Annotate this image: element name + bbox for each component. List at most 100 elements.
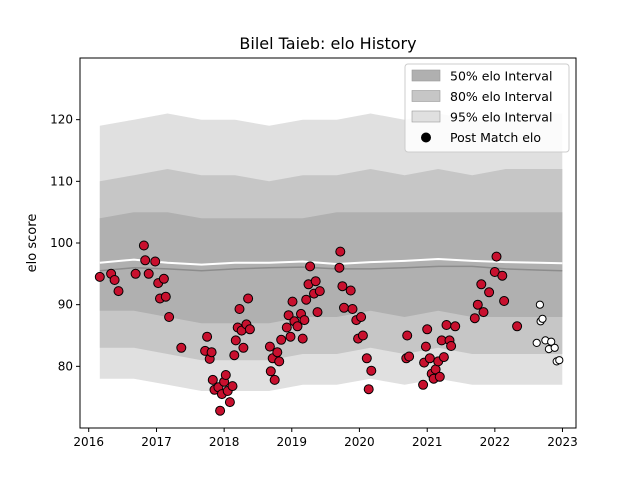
post-match-point: [339, 302, 349, 313]
legend-label: 95% elo Interval: [450, 110, 552, 125]
post-match-point: [418, 379, 429, 390]
post-match-point: [283, 310, 294, 321]
post-match-point: [438, 352, 449, 363]
y-axis-label: elo score: [25, 214, 40, 273]
y-tick-label: 110: [50, 174, 73, 188]
y-tick-label: 120: [50, 113, 73, 127]
post-match-point: [404, 351, 415, 362]
post-match-point: [305, 261, 316, 272]
post-match-point: [285, 331, 296, 342]
recent-point: [535, 300, 545, 309]
post-match-point: [206, 347, 217, 358]
legend-swatch: [411, 90, 441, 102]
post-match-point: [310, 276, 321, 287]
post-match-point: [243, 293, 254, 304]
post-match-point: [164, 312, 175, 322]
interval-bands: [99, 113, 563, 391]
post-match-point: [402, 330, 413, 341]
post-match-point: [207, 374, 218, 385]
post-match-point: [265, 366, 276, 377]
post-match-point: [220, 370, 231, 380]
post-match-point: [264, 341, 275, 352]
recent-point: [547, 337, 556, 346]
post-match-point: [224, 397, 235, 408]
post-match-point: [357, 330, 368, 341]
x-tick-label: 2019: [277, 435, 308, 449]
post-match-point: [143, 268, 154, 279]
post-match-point: [215, 405, 226, 416]
post-match-point: [312, 307, 323, 318]
legend-label: 80% elo Interval: [450, 89, 552, 104]
post-match-point: [238, 342, 249, 353]
plot-area: [94, 113, 564, 416]
y-tick-label: 100: [50, 236, 73, 250]
post-match-point: [230, 335, 241, 346]
y-axis: 80 90 100 110 120: [50, 113, 80, 373]
post-match-point: [281, 322, 292, 333]
post-match-point: [335, 246, 346, 257]
post-match-point: [499, 296, 510, 306]
post-match-point: [441, 320, 452, 330]
band-50: [99, 212, 563, 324]
post-match-point: [476, 279, 487, 290]
post-match-point: [229, 350, 240, 361]
post-match-point: [138, 240, 149, 251]
post-match-point: [276, 334, 287, 345]
post-match-point: [337, 281, 348, 292]
post-match-point: [446, 341, 457, 351]
recent-point: [555, 356, 564, 365]
post-match-point: [299, 315, 310, 326]
post-match-point: [420, 341, 431, 352]
post-match-point: [202, 331, 213, 342]
x-tick-label: 2020: [344, 435, 375, 449]
post-match-point: [450, 321, 461, 332]
post-match-point: [314, 286, 325, 297]
post-match-point: [356, 312, 367, 322]
post-match-point: [158, 273, 169, 284]
post-match-point: [140, 255, 151, 266]
post-match-point: [434, 371, 445, 382]
x-axis: 2016 2017 2018 2019 2020 2021 2022 2023: [73, 428, 578, 449]
post-match-point: [272, 347, 283, 358]
post-match-point: [424, 353, 435, 364]
post-match-point: [160, 291, 171, 302]
x-tick-label: 2021: [412, 435, 443, 449]
post-match-point: [422, 324, 433, 335]
post-match-point: [484, 287, 495, 298]
post-match-point: [478, 307, 489, 318]
post-match-point: [334, 262, 345, 273]
legend: 50% elo Interval 80% elo Interval 95% elo …: [404, 63, 570, 153]
post-match-point: [345, 285, 356, 296]
post-match-point: [297, 333, 308, 344]
post-match-point: [227, 381, 238, 392]
post-match-point: [472, 299, 483, 310]
x-tick-label: 2023: [547, 435, 578, 449]
y-tick-label: 90: [58, 298, 73, 312]
recent-point: [550, 343, 559, 352]
post-match-point: [130, 268, 141, 279]
x-tick-label: 2016: [73, 435, 104, 449]
legend-swatch: [411, 69, 441, 82]
post-match-points: [94, 240, 564, 416]
recent-point: [532, 338, 541, 347]
post-match-point: [269, 374, 280, 385]
post-match-point: [109, 275, 120, 285]
post-match-point: [274, 356, 285, 367]
legend-label: 50% elo Interval: [450, 69, 552, 84]
post-match-point: [512, 321, 523, 332]
post-match-point: [176, 342, 187, 353]
post-match-point: [234, 304, 245, 314]
legend-label: Post Match elo: [450, 130, 541, 145]
chart-title: Bilel Taieb: elo History: [239, 34, 416, 53]
post-match-point: [244, 324, 255, 335]
post-match-point: [366, 365, 377, 376]
recent-point: [538, 314, 547, 323]
post-match-point: [347, 304, 358, 314]
post-match-point: [287, 296, 298, 307]
post-match-point: [113, 286, 124, 297]
post-match-point: [150, 256, 161, 267]
legend-swatch: [411, 110, 441, 123]
y-tick-label: 80: [58, 359, 73, 373]
post-match-point: [361, 353, 372, 364]
